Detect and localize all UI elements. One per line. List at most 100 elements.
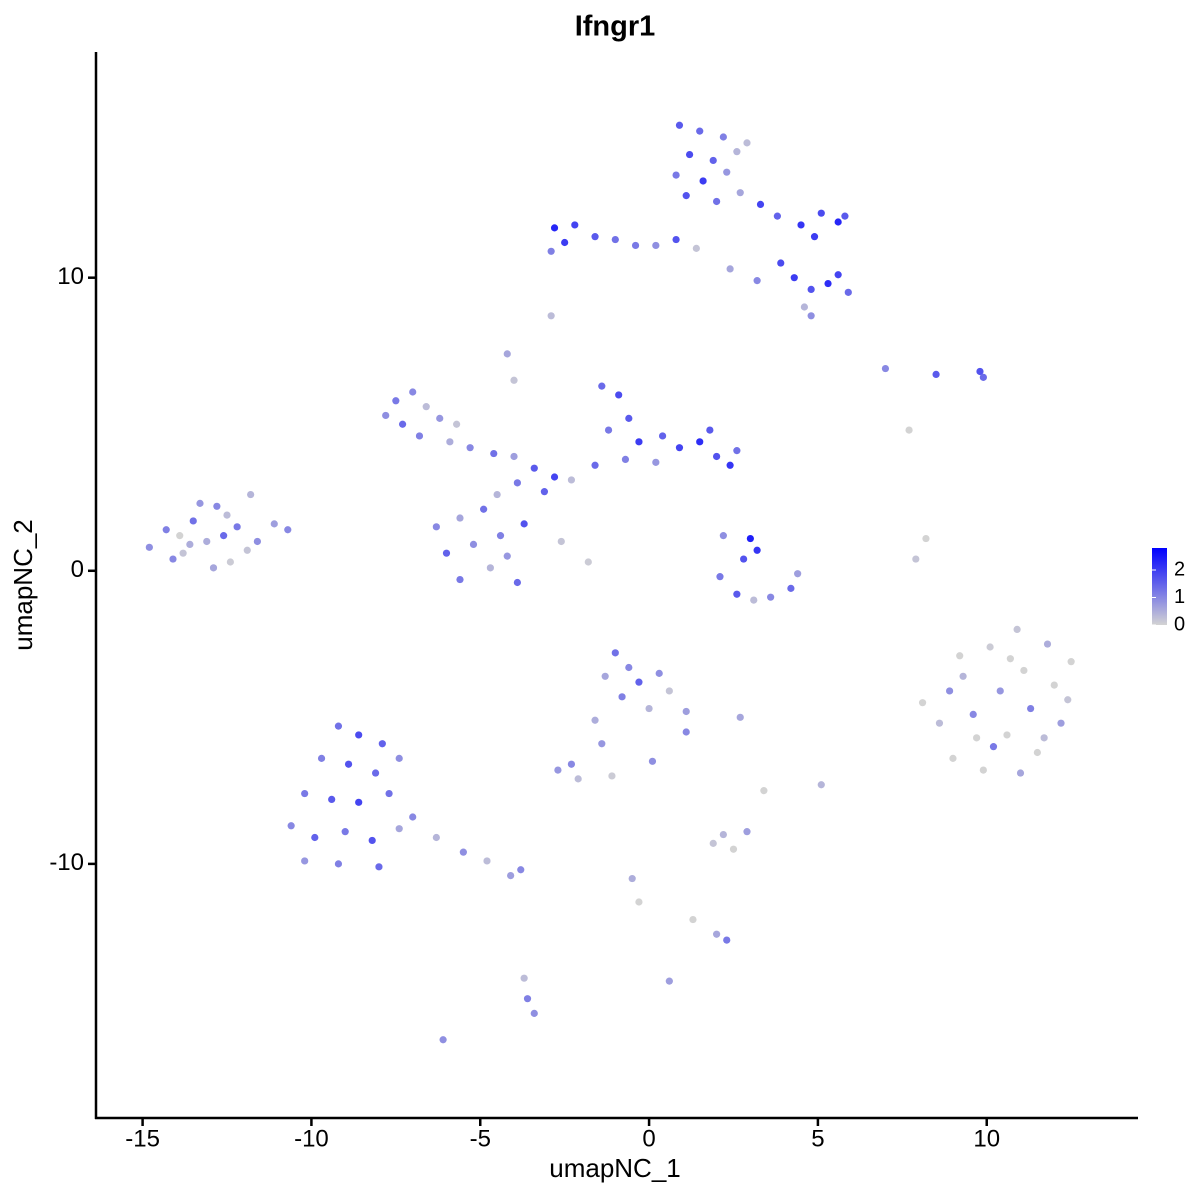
cell-point (743, 828, 751, 836)
cell-point (601, 672, 609, 680)
cell-point (682, 192, 690, 200)
cell-point (979, 373, 987, 381)
y-axis-label: umapNC_2 (8, 519, 38, 651)
cell-point (689, 915, 697, 924)
cell-point (729, 845, 738, 853)
cell-point (490, 449, 498, 458)
cell-point (635, 438, 643, 446)
cell-point (567, 476, 576, 484)
cell-point (986, 643, 994, 651)
cell-point (797, 221, 805, 229)
cell-point (591, 716, 599, 724)
cell-point (773, 212, 781, 220)
cell-point (753, 546, 761, 554)
cell-point (409, 388, 417, 396)
cell-point (186, 540, 194, 549)
cell-point (540, 488, 549, 496)
cell-point (618, 693, 626, 701)
cell-point (736, 713, 744, 721)
cell-point (1050, 681, 1058, 689)
cell-point (432, 833, 440, 842)
cell-point (145, 543, 153, 551)
cell-point (635, 678, 643, 686)
cell-point (635, 898, 643, 906)
cell-point (743, 139, 751, 147)
cell-point (409, 813, 417, 821)
cell-point (442, 549, 451, 557)
cell-point (932, 370, 940, 379)
cell-point (253, 537, 261, 546)
cell-point (375, 863, 383, 871)
cell-point (169, 555, 177, 563)
cell-point (665, 687, 673, 695)
cell-point (507, 872, 515, 880)
cell-point (574, 775, 582, 783)
cell-point (810, 233, 819, 241)
cell-point (1064, 696, 1072, 704)
cell-point (631, 241, 640, 250)
cell-point (382, 411, 390, 420)
cell-point (807, 285, 815, 294)
cell-point (726, 265, 734, 273)
cell-point (1033, 748, 1041, 757)
cell-point (209, 564, 218, 572)
cell-point (726, 461, 734, 469)
cell-point (733, 590, 741, 598)
cell-point (233, 523, 241, 531)
y-tick-label: -10 (49, 849, 84, 876)
cell-point (341, 828, 349, 836)
cell-point (713, 452, 721, 461)
cell-point (834, 271, 842, 279)
x-tick-label: -15 (125, 1125, 160, 1152)
cell-point (807, 312, 815, 320)
cell-point (746, 534, 754, 543)
cell-point (935, 719, 944, 727)
cell-point (395, 754, 403, 762)
cell-point (328, 795, 336, 804)
cell-point (456, 575, 464, 584)
cell-point (621, 455, 630, 464)
colorbar-label: 1 (1174, 586, 1185, 608)
cell-point (790, 274, 798, 282)
cell-point (301, 857, 309, 865)
cell-point (422, 403, 430, 411)
cell-point (557, 537, 565, 546)
cell-point (675, 121, 684, 129)
cell-point (979, 766, 987, 774)
cell-point (611, 235, 619, 244)
cell-point (675, 444, 684, 452)
cell-point (685, 150, 694, 159)
cell-point (287, 822, 295, 830)
cell-point (530, 464, 538, 472)
cell-point (604, 426, 613, 434)
cell-point (510, 376, 518, 384)
cell-point (591, 461, 599, 469)
cell-point (520, 974, 528, 982)
cell-point (392, 397, 400, 405)
cell-point (756, 200, 765, 209)
cell-point (378, 740, 386, 748)
cell-point (628, 874, 636, 883)
cell-point (554, 766, 562, 774)
cell-point (415, 432, 424, 440)
cell-point (672, 235, 680, 244)
cell-point (696, 438, 704, 446)
cell-point (881, 364, 890, 373)
cell-point (456, 514, 464, 522)
cell-point (740, 555, 748, 563)
cell-point (284, 526, 292, 534)
cell-point (945, 687, 954, 695)
cell-point (976, 367, 984, 376)
cell-point (368, 836, 376, 845)
cell-point (1020, 666, 1028, 675)
cell-point (652, 458, 660, 466)
cell-point (615, 391, 623, 399)
cell-point (706, 426, 714, 434)
cell-point (1013, 625, 1021, 634)
x-axis-label: umapNC_1 (549, 1153, 681, 1183)
cell-point (973, 734, 981, 742)
cell-point (550, 473, 559, 481)
cell-point (436, 414, 444, 422)
cell-point (736, 189, 744, 197)
cell-point (334, 722, 343, 730)
